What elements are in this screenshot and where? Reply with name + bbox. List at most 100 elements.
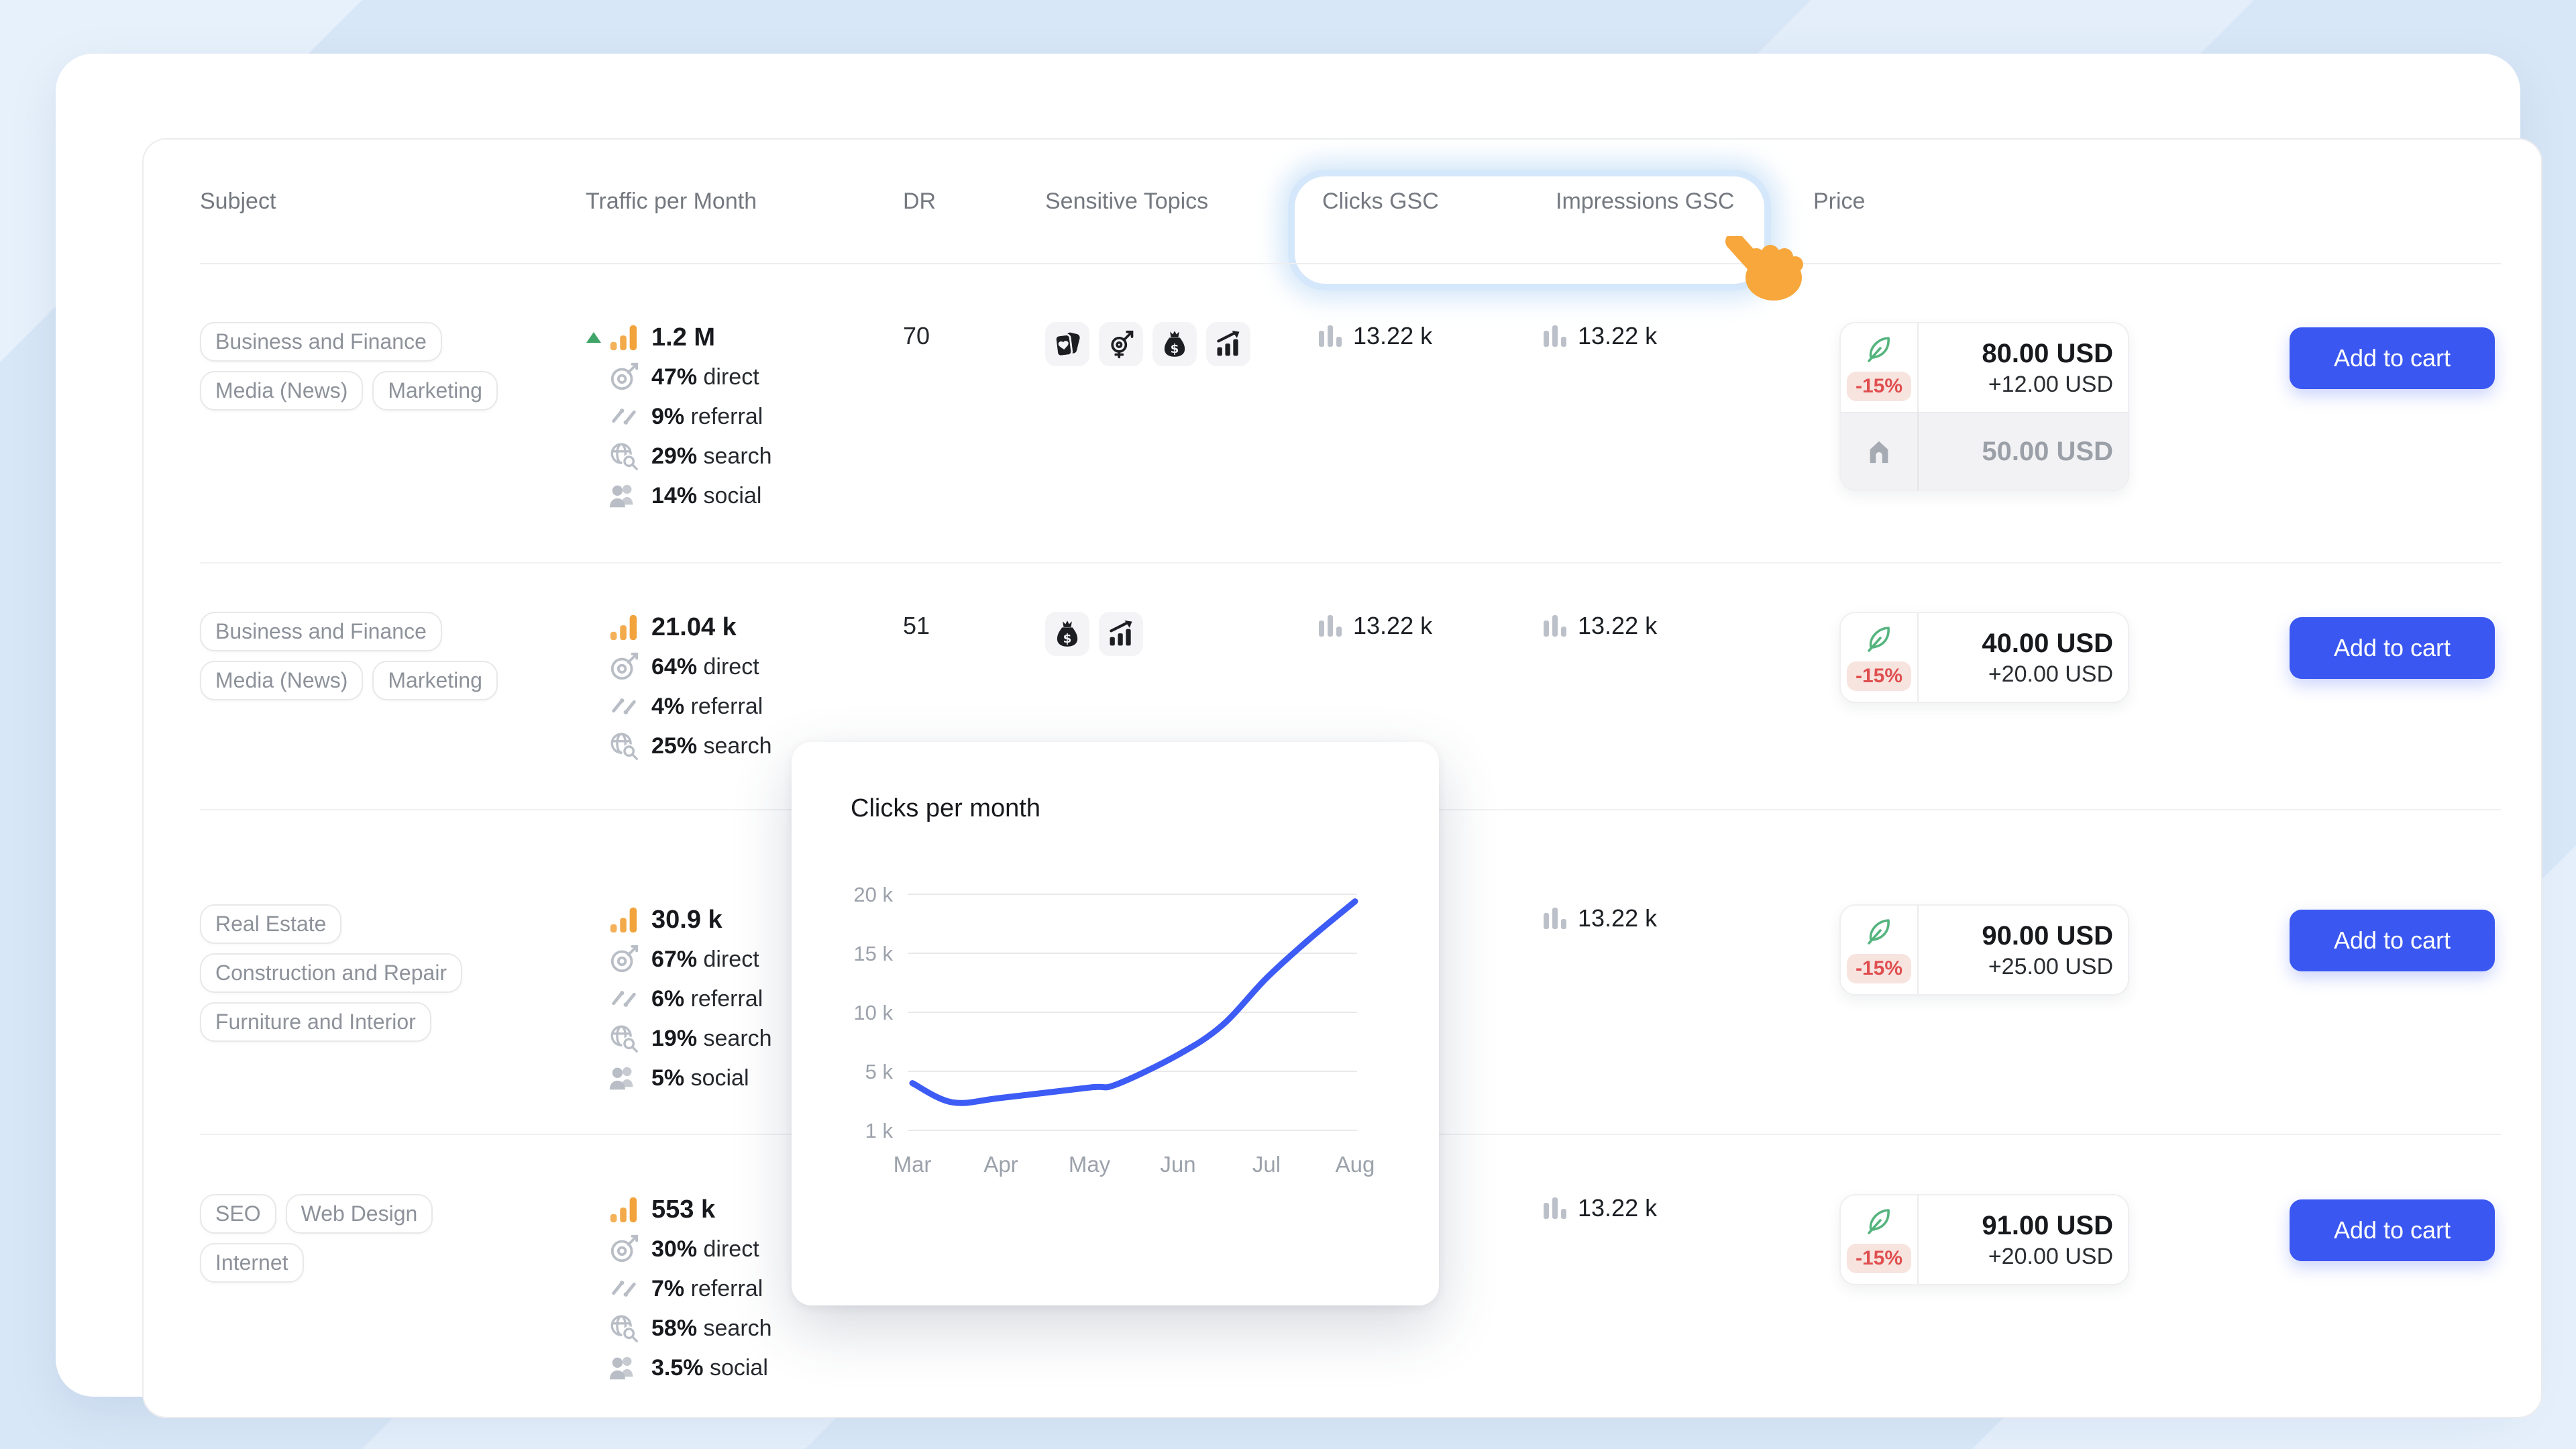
add-to-cart-button[interactable]: Add to cart	[2290, 910, 2495, 971]
impressions-gsc-metric[interactable]: 13.22 k	[1542, 612, 1813, 640]
traffic-source-text: 4% referral	[651, 693, 763, 719]
add-to-cart-button[interactable]: Add to cart	[2290, 1199, 2495, 1261]
price-extra: +20.00 USD	[1988, 661, 2113, 687]
traffic-source-line: 5% social	[586, 1063, 898, 1093]
sensitive-topic-money-bag[interactable]: $	[1152, 322, 1197, 366]
price-values: 90.00 USD +25.00 USD	[1919, 906, 2128, 994]
cell-traffic: 1.2 M 47% direct 9% referral 29% search 14% …	[586, 322, 898, 562]
feather-icon	[1864, 1206, 1894, 1237]
y-axis-tick: 15 k	[853, 942, 893, 965]
price-option-standard[interactable]: 50.00 USD	[1841, 412, 2128, 490]
add-to-cart-button[interactable]: Add to cart	[2290, 327, 2495, 389]
target-icon	[608, 944, 639, 975]
cell-price: -15% 91.00 USD +20.00 USD	[1813, 1194, 2276, 1415]
traffic-source-line: 25% search	[586, 731, 898, 761]
column-header-subject: Subject	[200, 188, 276, 214]
feather-icon	[1864, 624, 1894, 655]
cell-subject: Real Estate Construction and Repair Furnit…	[200, 904, 586, 1134]
add-to-cart-button[interactable]: Add to cart	[2290, 617, 2495, 679]
impressions-gsc-metric[interactable]: 13.22 k	[1542, 322, 1813, 350]
traffic-bars-icon	[608, 1194, 639, 1225]
discount-badge: -15%	[1846, 954, 1912, 983]
subject-tag: Media (News)	[200, 371, 364, 411]
cell-impressions-gsc[interactable]: 13.22 k	[1542, 1194, 1813, 1415]
price-option-discounted[interactable]: -15% 80.00 USD +12.00 USD	[1841, 323, 2128, 412]
traffic-source-text: 64% direct	[651, 653, 759, 680]
cell-sensitive-topics: $	[1045, 612, 1317, 809]
subject-tag-line: Media (News) Marketing	[200, 371, 586, 411]
column-header-clicks: Clicks GSC	[1322, 188, 1439, 214]
subject-tag: Media (News)	[200, 661, 364, 700]
sensitive-topic-gender[interactable]	[1099, 322, 1143, 366]
y-axis-tick: 20 k	[853, 883, 893, 906]
subject-tag: Business and Finance	[200, 322, 442, 362]
price-extra: +12.00 USD	[1988, 371, 2113, 397]
traffic-source-text: 47% direct	[651, 364, 759, 390]
referral-arrows-icon	[608, 691, 639, 722]
price-option-discounted[interactable]: -15% 90.00 USD +25.00 USD	[1841, 906, 2128, 994]
cell-price: -15% 40.00 USD +20.00 USD	[1813, 612, 2276, 809]
price-card[interactable]: -15% 90.00 USD +25.00 USD	[1839, 904, 2129, 996]
dr-value: 70	[903, 322, 930, 350]
house-icon	[1865, 437, 1893, 466]
impressions-gsc-value: 13.22 k	[1578, 904, 1658, 932]
sensitive-topic-money-bag[interactable]: $	[1045, 612, 1089, 656]
cell-impressions-gsc[interactable]: 13.22 k	[1542, 322, 1813, 562]
cell-impressions-gsc[interactable]: 13.22 k	[1542, 904, 1813, 1134]
sensitive-topic-chart-up[interactable]	[1206, 322, 1250, 366]
price-values: 40.00 USD +20.00 USD	[1919, 613, 2128, 702]
y-axis-tick: 5 k	[865, 1060, 894, 1083]
traffic-source-text: 14% social	[651, 482, 762, 508]
traffic-source-text: 58% search	[651, 1315, 772, 1341]
subject-tag-line: Real Estate	[200, 904, 586, 944]
cell-actions: Add to cart	[2276, 904, 2495, 1134]
price-card[interactable]: -15% 40.00 USD +20.00 USD	[1839, 612, 2129, 703]
traffic-source-line: 7% referral	[586, 1273, 898, 1304]
cell-actions: Add to cart	[2276, 1194, 2495, 1415]
price-option-discounted[interactable]: -15% 91.00 USD +20.00 USD	[1841, 1195, 2128, 1284]
standard-price-values: 50.00 USD	[1919, 413, 2128, 490]
discount-badge: -15%	[1846, 661, 1912, 691]
table-header-row: Subject Traffic per Month DR Sensitive Topi…	[200, 140, 2501, 264]
subject-tag-line: Business and Finance	[200, 612, 586, 651]
cell-actions: Add to cart	[2276, 612, 2495, 809]
impressions-gsc-metric[interactable]: 13.22 k	[1542, 904, 1813, 932]
traffic-source-line: 6% referral	[586, 983, 898, 1014]
sensitive-topic-chips: $	[1045, 612, 1317, 656]
cell-clicks-gsc[interactable]: 13.22 k	[1317, 322, 1542, 562]
price-card[interactable]: -15% 91.00 USD +20.00 USD	[1839, 1194, 2129, 1285]
price-card[interactable]: -15% 80.00 USD +12.00 USD 50.00 USD	[1839, 322, 2129, 491]
traffic-bars-icon	[608, 612, 639, 643]
traffic-total-value: 21.04 k	[651, 612, 737, 641]
cell-clicks-gsc[interactable]: 13.22 k	[1317, 612, 1542, 809]
subject-tag: Internet	[200, 1243, 304, 1283]
price-option-discounted[interactable]: -15% 40.00 USD +20.00 USD	[1841, 613, 2128, 702]
column-header-price: Price	[1813, 188, 1866, 214]
impressions-gsc-metric[interactable]: 13.22 k	[1542, 1194, 1813, 1222]
clicks-gsc-value: 13.22 k	[1353, 322, 1433, 350]
target-icon	[608, 1234, 639, 1265]
traffic-source-line: 29% search	[586, 441, 898, 472]
price-discount-block: -15%	[1841, 906, 1919, 994]
price-amount: 90.00 USD	[1982, 920, 2113, 951]
price-extra: +20.00 USD	[1988, 1243, 2113, 1269]
traffic-source-text: 5% social	[651, 1065, 749, 1091]
cell-dr: 70	[898, 322, 1045, 562]
column-header-traffic: Traffic per Month	[586, 188, 757, 214]
traffic-total-line: 553 k	[586, 1194, 898, 1225]
y-axis-tick: 10 k	[853, 1001, 893, 1024]
referral-arrows-icon	[608, 983, 639, 1014]
sensitive-topic-cards-heart[interactable]	[1045, 322, 1089, 366]
clicks-gsc-metric[interactable]: 13.22 k	[1317, 612, 1542, 640]
sensitive-topic-chart-up[interactable]	[1099, 612, 1143, 656]
referral-arrows-icon	[608, 1273, 639, 1304]
clicks-gsc-metric[interactable]: 13.22 k	[1317, 322, 1542, 350]
cell-impressions-gsc[interactable]: 13.22 k	[1542, 612, 1813, 809]
traffic-source-text: 6% referral	[651, 985, 763, 1012]
clicks-gsc-value: 13.22 k	[1353, 612, 1433, 639]
popup-title: Clicks per month	[851, 794, 1040, 822]
traffic-source-line: 19% search	[586, 1023, 898, 1054]
discount-badge: -15%	[1846, 372, 1912, 401]
cell-subject: Business and Finance Media (News) Marketin…	[200, 322, 586, 562]
y-axis-tick: 1 k	[865, 1119, 894, 1142]
